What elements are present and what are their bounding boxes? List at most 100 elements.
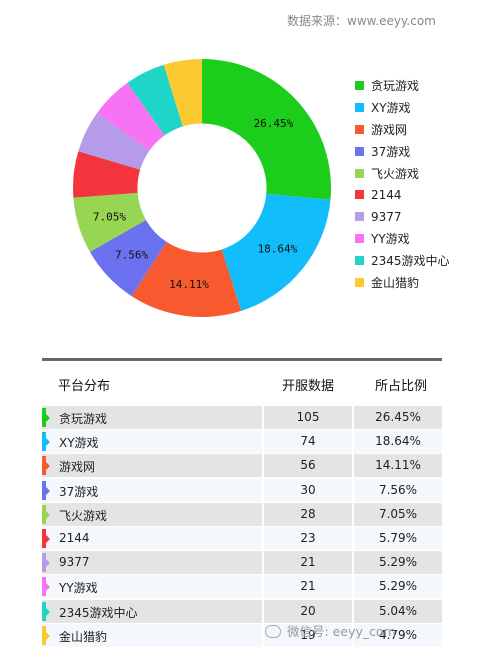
slice-label-2: 18.64% xyxy=(258,243,298,256)
legend-label: 37游戏 xyxy=(371,144,411,159)
legend-swatch xyxy=(355,190,364,200)
count-value: 28 xyxy=(300,506,316,521)
cell-share: 5.29% xyxy=(354,575,442,599)
platform-name: 游戏网 xyxy=(59,460,96,475)
cell-platform: 37游戏 xyxy=(42,478,262,502)
table-row: 贪玩游戏 105 26.45% xyxy=(42,406,442,430)
slice-label-1: 26.45% xyxy=(254,117,294,130)
count-value: 23 xyxy=(300,530,316,545)
slice-10 xyxy=(163,59,202,127)
slice-7 xyxy=(78,112,150,170)
share-value: 14.11% xyxy=(375,458,421,473)
legend-label: 贪玩游戏 xyxy=(371,79,420,94)
legend-label: 2144 xyxy=(371,187,402,202)
cell-count: 19 xyxy=(264,623,352,647)
count-value: 105 xyxy=(296,410,320,424)
legend-swatch xyxy=(355,81,364,91)
cell-share: 5.79% xyxy=(354,526,442,550)
count-value: 20 xyxy=(300,603,316,618)
slice-3 xyxy=(131,242,242,317)
cell-share: 26.45% xyxy=(354,406,442,429)
wechat-icon xyxy=(265,625,281,638)
slice-9 xyxy=(127,64,183,136)
cell-share: 5.04% xyxy=(354,599,442,623)
share-value: 5.04% xyxy=(378,603,418,618)
share-value: 4.79% xyxy=(378,627,418,642)
cell-count: 105 xyxy=(264,406,352,429)
cell-platform: 2345游戏中心 xyxy=(42,599,262,623)
cell-platform: XY游戏 xyxy=(42,430,262,454)
legend-label: 金山猎豹 xyxy=(371,275,420,290)
cell-platform: 9377 xyxy=(42,551,262,575)
count-value: 74 xyxy=(300,434,316,449)
slice-label-5: 7.05% xyxy=(93,210,126,223)
table-row: 金山猎豹 19 4.79% xyxy=(42,623,442,648)
platform-name: 2345游戏中心 xyxy=(59,605,138,620)
slice-label-4: 7.56% xyxy=(115,248,148,261)
legend-swatch xyxy=(355,233,364,243)
legend-swatch xyxy=(355,146,364,156)
platform-name: 飞火游戏 xyxy=(59,508,108,523)
platform-name: XY游戏 xyxy=(59,436,99,451)
legend-label: 2345游戏中心 xyxy=(371,253,450,268)
slice-4 xyxy=(89,219,167,297)
table-header: 平台分布 开服数据 所占比例 xyxy=(42,370,442,398)
share-value: 18.64% xyxy=(375,434,421,449)
platform-name: YY游戏 xyxy=(59,581,98,596)
legend-item: 37游戏 xyxy=(355,140,485,162)
cell-count: 30 xyxy=(264,478,352,502)
legend-swatch xyxy=(355,212,364,222)
row-color-marker xyxy=(42,577,50,597)
count-value: 30 xyxy=(300,482,316,497)
row-color-marker xyxy=(42,432,50,452)
platform-name: 金山猎豹 xyxy=(59,629,108,644)
cell-count: 20 xyxy=(264,599,352,623)
share-value: 26.45% xyxy=(375,410,421,424)
count-value: 56 xyxy=(300,458,316,473)
legend-swatch xyxy=(355,255,364,265)
legend-label: 飞火游戏 xyxy=(371,166,420,181)
cell-platform: 贪玩游戏 xyxy=(42,406,262,429)
platform-table: 贪玩游戏 105 26.45% XY游戏 74 18.64% 游戏网 56 14.11% 37游戏… xyxy=(42,406,442,648)
legend-label: 游戏网 xyxy=(371,122,408,137)
header-count: 开服数据 xyxy=(282,379,335,394)
legend-item: 9377 xyxy=(355,206,485,228)
cell-platform: 2144 xyxy=(42,526,262,550)
slice-label-3: 14.11% xyxy=(169,278,209,291)
chart-legend: 贪玩游戏 XY游戏 游戏网 37游戏 飞火游戏 2144 9377 YY游戏 2345游戏中心金… xyxy=(355,75,485,293)
table-row: YY游戏 21 5.29% xyxy=(42,575,442,599)
share-value: 5.29% xyxy=(378,555,418,570)
table-row: 9377 21 5.29% xyxy=(42,551,442,575)
legend-item: 金山猎豹 xyxy=(355,271,485,293)
slice-2 xyxy=(221,193,331,311)
row-color-marker xyxy=(42,625,50,645)
cell-share: 14.11% xyxy=(354,454,442,478)
platform-name: 37游戏 xyxy=(59,484,99,499)
share-value: 5.79% xyxy=(378,530,418,545)
slice-6 xyxy=(73,151,141,198)
cell-count: 21 xyxy=(264,575,352,599)
legend-item: 游戏网 xyxy=(355,119,485,141)
legend-item: 2144 xyxy=(355,184,485,206)
platform-name: 9377 xyxy=(59,555,90,570)
donut-chart: 26.45% 18.64% 14.11% 7.56% 7.05% xyxy=(73,59,331,317)
row-color-marker xyxy=(42,408,50,427)
count-value: 21 xyxy=(300,555,316,570)
cell-share: 18.64% xyxy=(354,430,442,454)
cell-count: 21 xyxy=(264,551,352,575)
legend-swatch xyxy=(355,277,364,287)
row-color-marker xyxy=(42,553,50,573)
row-color-marker xyxy=(42,601,50,621)
table-row: 2345游戏中心 20 5.04% xyxy=(42,599,442,624)
cell-platform: 飞火游戏 xyxy=(42,502,262,526)
cell-share: 4.79% xyxy=(354,623,442,647)
cell-count: 28 xyxy=(264,502,352,526)
table-row: 2144 23 5.79% xyxy=(42,526,442,551)
legend-swatch xyxy=(355,124,364,134)
cell-share: 7.56% xyxy=(354,478,442,502)
cell-platform: YY游戏 xyxy=(42,575,262,599)
cell-count: 56 xyxy=(264,454,352,478)
wechat-watermark: 微信号: eeyy_com xyxy=(265,621,396,640)
header-platform: 平台分布 xyxy=(58,379,111,394)
legend-label: 9377 xyxy=(371,209,402,224)
